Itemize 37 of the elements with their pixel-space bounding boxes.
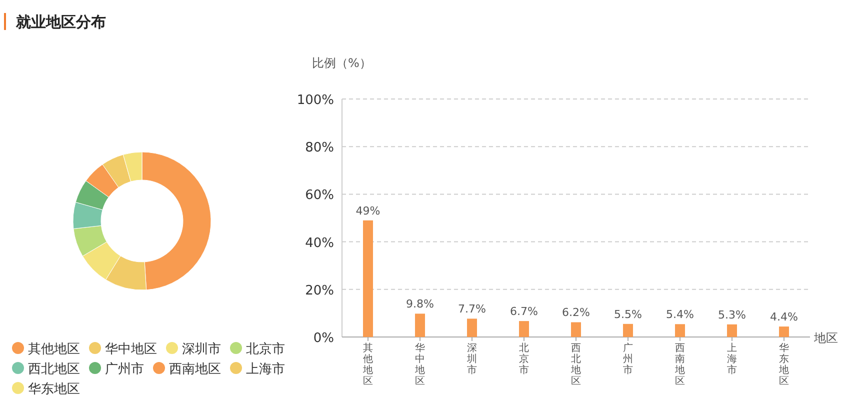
- x-axis-title: 地区: [813, 331, 838, 345]
- x-tick-label: 华中地区: [414, 342, 425, 387]
- data-label: 6.2%: [562, 306, 590, 320]
- x-tick-label: 其他地区: [362, 342, 373, 387]
- bar: [779, 326, 789, 337]
- bar: [467, 318, 477, 337]
- data-label: 49%: [356, 204, 380, 218]
- x-tick-label: 华东地区: [778, 342, 789, 387]
- bar: [571, 322, 581, 337]
- data-label: 4.4%: [770, 310, 798, 324]
- bar: [727, 324, 737, 337]
- x-tick-label: 深圳市: [466, 342, 477, 376]
- data-label: 7.7%: [458, 302, 486, 316]
- legend-label: 华东地区: [28, 382, 80, 397]
- y-tick-label: 60%: [305, 188, 334, 204]
- data-label: 6.7%: [510, 305, 538, 318]
- x-tick-label: 北京市: [519, 342, 529, 376]
- y-tick-label: 20%: [305, 283, 334, 298]
- y-axis-title: 比例（%）: [312, 56, 372, 70]
- x-tick-label: 上海市: [727, 342, 737, 376]
- bar: [415, 314, 425, 337]
- data-label: 5.3%: [718, 308, 746, 322]
- bar: [519, 321, 529, 337]
- data-label: 5.4%: [666, 308, 694, 322]
- x-tick-label: 西北地区: [570, 343, 581, 387]
- data-label: 5.5%: [614, 308, 642, 321]
- bar: [623, 324, 633, 337]
- bar: [363, 220, 373, 337]
- bar: [675, 324, 685, 337]
- data-label: 9.8%: [406, 298, 434, 311]
- y-tick-label: 80%: [305, 140, 334, 156]
- y-tick-label: 40%: [305, 236, 334, 251]
- y-tick-label: 100%: [296, 93, 334, 108]
- x-tick-label: 西南地区: [674, 343, 685, 387]
- chart-title: 就业地区分布: [15, 13, 106, 31]
- y-tick-label: 0%: [313, 331, 334, 346]
- x-tick-label: 广州市: [623, 342, 633, 376]
